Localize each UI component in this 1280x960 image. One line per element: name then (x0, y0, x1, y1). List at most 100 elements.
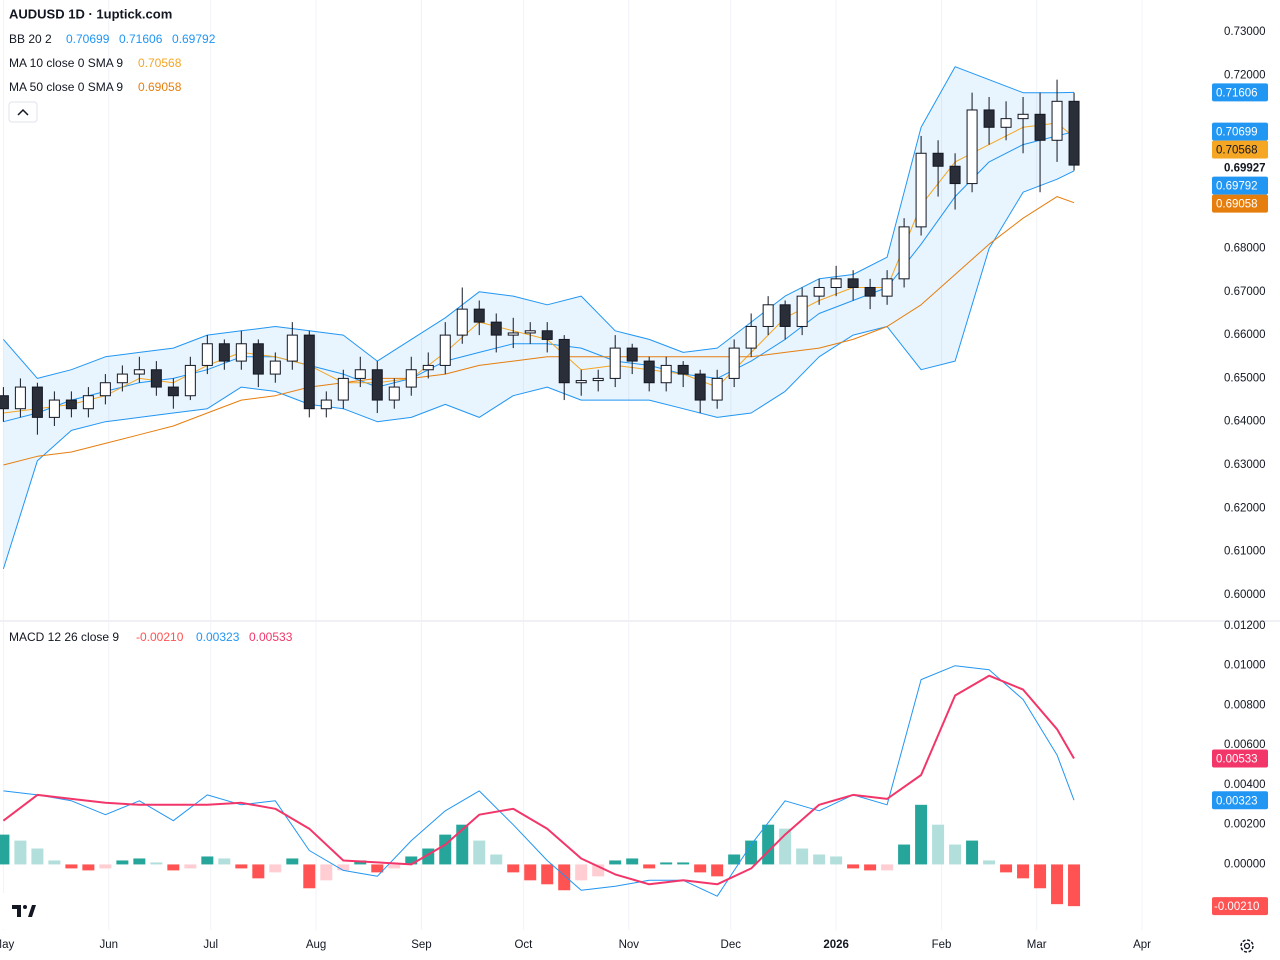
price-tag-label: 0.00323 (1216, 795, 1258, 807)
x-tick-label: Feb (932, 939, 952, 951)
y-tick-label: 0.00200 (1224, 819, 1266, 831)
y-tick-label: 0.01200 (1224, 620, 1266, 632)
histogram-bar (439, 834, 452, 865)
ma50-line (3, 196, 1075, 466)
candle-body (252, 343, 264, 375)
histogram-bar (694, 864, 707, 873)
candle-body (14, 386, 26, 410)
x-tick-label: Nov (619, 939, 640, 951)
histogram-bar (48, 860, 61, 865)
legend-label: MACD 12 26 close 9 (9, 630, 119, 644)
legend-label: MA 50 close 0 SMA 9 (9, 80, 123, 94)
histogram-bar (949, 844, 962, 865)
histogram-bar (286, 858, 299, 865)
candle-body (1000, 118, 1012, 128)
histogram-bar (252, 864, 265, 879)
histogram-bar (235, 864, 248, 869)
candle-body (694, 373, 706, 401)
candle-body (881, 278, 893, 297)
candle-body (677, 364, 689, 375)
logo-mark (12, 905, 21, 917)
histogram-bar (507, 864, 520, 873)
candle-body (711, 377, 723, 401)
candle-body (932, 152, 944, 167)
price-tag-label: 0.00533 (1216, 754, 1258, 766)
candle-body (337, 377, 349, 401)
histogram-bar (337, 864, 350, 871)
band-fill (3, 66, 1074, 569)
y-tick-label: 0.73000 (1224, 26, 1266, 38)
chevron-icon (17, 108, 29, 116)
histogram-bar (643, 864, 656, 869)
histogram-bar (677, 862, 690, 865)
bb-lower-line (2, 170, 1075, 570)
logo-mark (23, 905, 27, 909)
candle-body (864, 286, 876, 297)
signal-line (2, 674, 1075, 886)
histogram-bar (14, 840, 27, 865)
histogram-bar (541, 864, 554, 885)
candle-body (439, 334, 451, 366)
price-tag-label: 0.70568 (1216, 145, 1258, 157)
legend-value: 0.69792 (172, 32, 216, 46)
gear-icon[interactable] (1240, 939, 1254, 953)
candle-body (320, 399, 332, 410)
legend-label: MA 10 close 0 SMA 9 (9, 56, 123, 70)
x-tick-label: Jul (203, 939, 218, 951)
candle-body (31, 386, 43, 418)
candle-body (847, 278, 859, 288)
histogram-bar (65, 864, 78, 869)
y-tick-label: 0.00600 (1224, 739, 1266, 751)
candle-body (1017, 113, 1029, 120)
logo[interactable] (0, 893, 48, 929)
y-tick-label: 0.68000 (1224, 243, 1266, 255)
histogram-bar (150, 862, 163, 865)
logo-mark (28, 905, 36, 917)
histogram-bar (881, 864, 894, 871)
x-tick-label: 2026 (823, 939, 849, 951)
histogram-bar (864, 864, 877, 871)
candle-body (184, 364, 196, 397)
histogram-bar (932, 824, 945, 865)
candle-body (167, 386, 179, 397)
x-tick-label: Aug (306, 939, 326, 951)
price-tag-label: 0.70699 (1216, 127, 1258, 139)
y-tick-label: 0.01000 (1224, 660, 1266, 672)
price-tag-label: 0.69058 (1216, 199, 1258, 211)
settings-button[interactable] (1240, 939, 1254, 953)
histogram-bar (847, 864, 860, 869)
price-tag (1212, 176, 1268, 195)
x-tick-label: May (0, 939, 15, 951)
histogram-bar (1051, 864, 1064, 905)
price-tag (1212, 749, 1268, 768)
button-frame[interactable] (8, 101, 38, 123)
candle-body (728, 347, 740, 379)
y-tick-label: 0.67000 (1224, 286, 1266, 298)
legend-value: -0.00210 (136, 630, 184, 644)
logo-backdrop (0, 893, 48, 929)
candle-body (813, 286, 825, 297)
price-tag-label: -0.00210 (1214, 901, 1259, 913)
data-layer (0, 66, 1081, 907)
gear-icon (1243, 942, 1251, 950)
candle-body (490, 321, 502, 336)
candle-body (575, 380, 587, 384)
candle-body (235, 343, 247, 362)
histogram-bar (303, 864, 316, 889)
histogram-bar (388, 864, 401, 869)
candle-body (473, 308, 485, 323)
histogram-bar (745, 840, 758, 865)
candle-body (915, 152, 927, 228)
histogram-bar (490, 854, 503, 865)
price-tag (1212, 83, 1268, 102)
histogram-bar (1068, 864, 1081, 907)
y-tick-label: 0.61000 (1224, 546, 1266, 558)
price-tag (1212, 122, 1268, 141)
histogram-bar (524, 864, 537, 881)
histogram-bar (609, 860, 622, 865)
collapse-button[interactable] (8, 101, 38, 123)
histogram-bar (711, 864, 724, 877)
bb-upper-line (3, 66, 1075, 379)
